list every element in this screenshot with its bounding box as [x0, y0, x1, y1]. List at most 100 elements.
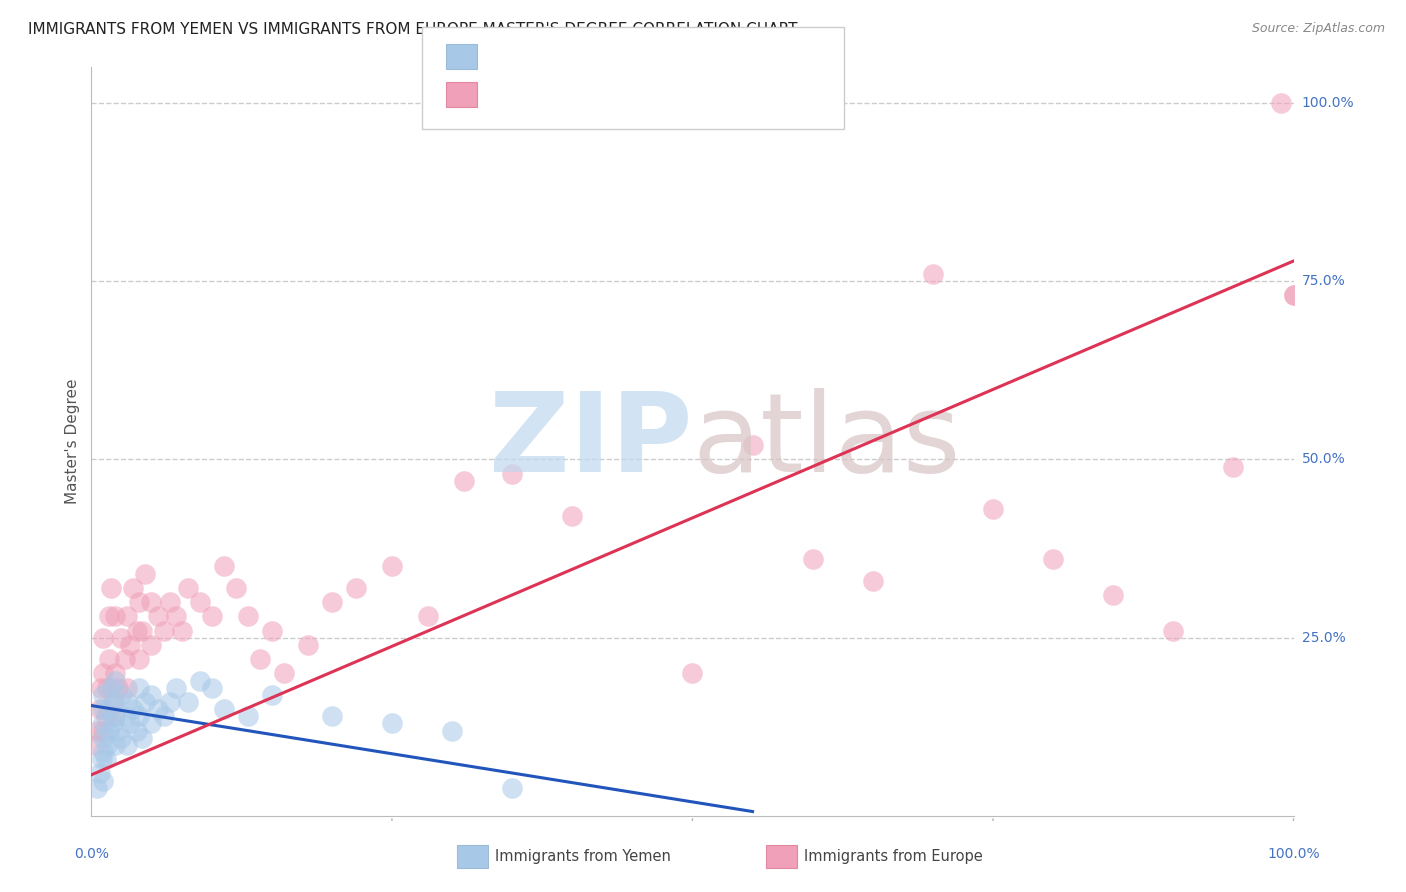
Point	[93, 723, 115, 738]
Point	[273, 666, 295, 681]
Point	[297, 638, 319, 652]
Point	[131, 624, 153, 638]
Point	[93, 745, 115, 759]
Point	[100, 581, 122, 595]
Point	[101, 716, 124, 731]
Text: atlas: atlas	[692, 388, 960, 495]
Text: 0.0%: 0.0%	[75, 847, 108, 861]
Point	[98, 609, 121, 624]
Point	[114, 652, 136, 666]
Point	[1161, 624, 1184, 638]
Point	[236, 609, 259, 624]
Text: ZIP: ZIP	[489, 388, 692, 495]
Point	[128, 595, 150, 609]
Point	[94, 752, 117, 766]
Point	[110, 688, 132, 702]
Point	[141, 716, 163, 731]
Point	[1282, 288, 1305, 302]
Point	[104, 738, 127, 752]
Point	[152, 709, 174, 723]
Point	[122, 702, 145, 716]
Text: 100.0%: 100.0%	[1267, 847, 1320, 861]
Point	[93, 631, 115, 645]
Text: 100.0%: 100.0%	[1302, 95, 1354, 110]
Point	[117, 695, 139, 709]
Point	[86, 723, 108, 738]
Point	[344, 581, 367, 595]
Point	[107, 681, 129, 695]
Text: Immigrants from Europe: Immigrants from Europe	[804, 849, 983, 863]
Point	[981, 502, 1004, 516]
Point	[131, 731, 153, 745]
Point	[681, 666, 703, 681]
Point	[84, 738, 107, 752]
Point	[176, 695, 198, 709]
Point	[741, 438, 763, 452]
Point	[249, 652, 271, 666]
Point	[165, 681, 187, 695]
Point	[94, 709, 117, 723]
Point	[91, 752, 114, 766]
Point	[201, 609, 224, 624]
Point	[801, 552, 824, 566]
Point	[104, 666, 127, 681]
Point	[440, 723, 463, 738]
Point	[321, 595, 343, 609]
Point	[110, 731, 132, 745]
Point	[152, 624, 174, 638]
Point	[96, 681, 118, 695]
Text: 75.0%: 75.0%	[1302, 274, 1346, 288]
Point	[122, 581, 145, 595]
Point	[141, 688, 163, 702]
Point	[98, 702, 121, 716]
Point	[416, 609, 439, 624]
Point	[117, 681, 139, 695]
Point	[96, 738, 118, 752]
Point	[1102, 588, 1125, 602]
Text: R =  0.627   N = 65: R = 0.627 N = 65	[485, 85, 668, 99]
Point	[501, 780, 523, 795]
Text: IMMIGRANTS FROM YEMEN VS IMMIGRANTS FROM EUROPE MASTER'S DEGREE CORRELATION CHAR: IMMIGRANTS FROM YEMEN VS IMMIGRANTS FROM…	[28, 22, 797, 37]
Point	[141, 638, 163, 652]
Point	[201, 681, 224, 695]
Point	[104, 609, 127, 624]
Point	[98, 652, 121, 666]
Point	[128, 709, 150, 723]
Point	[103, 695, 125, 709]
Point	[1042, 552, 1064, 566]
Point	[90, 681, 112, 695]
Point	[453, 474, 475, 488]
Point	[922, 267, 945, 281]
Point	[107, 723, 129, 738]
Point	[146, 609, 169, 624]
Point	[128, 681, 150, 695]
Point	[104, 709, 127, 723]
Point	[260, 624, 283, 638]
Point	[141, 595, 163, 609]
Point	[118, 638, 141, 652]
Point	[159, 695, 181, 709]
Y-axis label: Master's Degree: Master's Degree	[65, 379, 80, 504]
Point	[561, 509, 583, 524]
Point	[98, 723, 121, 738]
Point	[93, 716, 115, 731]
Point	[501, 467, 523, 481]
Point	[125, 624, 148, 638]
Point	[114, 709, 136, 723]
Point	[1282, 288, 1305, 302]
Point	[212, 559, 235, 574]
Point	[188, 673, 211, 688]
Point	[93, 731, 115, 745]
Point	[86, 780, 108, 795]
Text: Source: ZipAtlas.com: Source: ZipAtlas.com	[1251, 22, 1385, 36]
Point	[93, 688, 115, 702]
Point	[236, 709, 259, 723]
Text: 25.0%: 25.0%	[1302, 631, 1346, 645]
Point	[128, 652, 150, 666]
Text: 50.0%: 50.0%	[1302, 452, 1346, 467]
Point	[176, 581, 198, 595]
Point	[1222, 459, 1244, 474]
Point	[1270, 95, 1292, 110]
Point	[104, 709, 127, 723]
Point	[165, 609, 187, 624]
